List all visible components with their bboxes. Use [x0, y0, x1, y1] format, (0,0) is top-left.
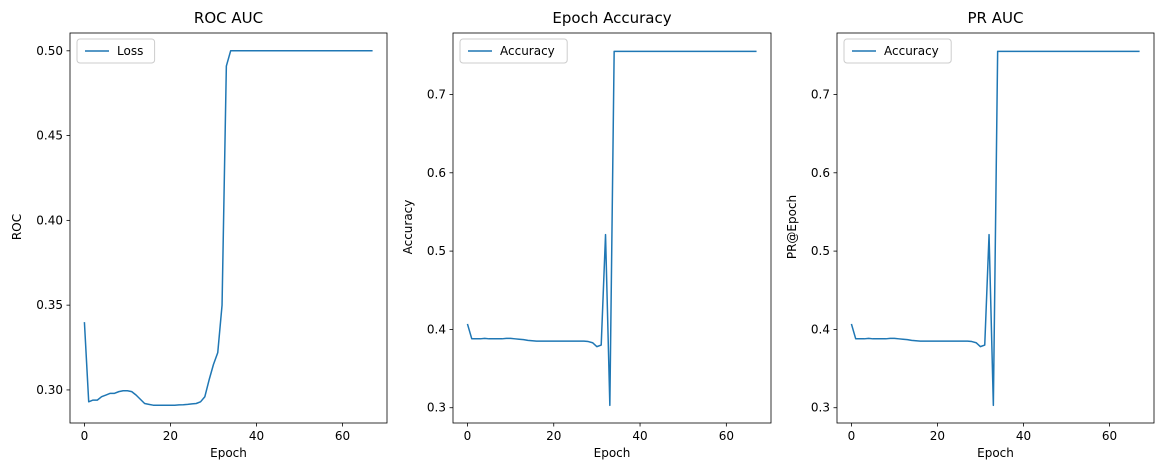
y-tick-label: 0.6 — [427, 166, 446, 180]
y-tick-label: 0.45 — [36, 129, 63, 143]
y-tick-label: 0.40 — [36, 213, 63, 227]
x-tick-label: 0 — [848, 429, 856, 443]
legend: Accuracy — [843, 38, 952, 64]
y-tick-label: 0.4 — [811, 322, 830, 336]
series-line — [850, 50, 1140, 407]
x-tick-label: 20 — [930, 429, 945, 443]
x-tick-label: 60 — [335, 429, 350, 443]
chart-panel-epoch-accuracy: Epoch Accuracy Epoch Accuracy — [401, 9, 672, 460]
legend-box — [76, 38, 156, 64]
legend-box — [843, 38, 952, 64]
legend: Accuracy — [459, 38, 568, 64]
y-tick-label: 0.6 — [811, 166, 830, 180]
x-tick-label: 60 — [719, 429, 734, 443]
x-tick-label: 60 — [1102, 429, 1117, 443]
y-tick-label: 0.3 — [427, 401, 446, 415]
x-tick-label: 0 — [464, 429, 472, 443]
x-tick-label: 0 — [81, 429, 89, 443]
y-tick-label: 0.4 — [427, 322, 446, 336]
legend-label: Loss — [117, 44, 143, 58]
legend-box — [459, 38, 568, 64]
plot-area: 0 20 40 60 0.30 0.35 0.40 0.45 0.50 Loss — [36, 32, 388, 443]
y-tick-label: 0.5 — [427, 244, 446, 258]
y-axis-label: ROC — [10, 214, 24, 240]
legend: Loss — [76, 38, 156, 64]
series-line — [466, 50, 757, 407]
x-tick-label: 20 — [163, 429, 178, 443]
plot-area: 0 20 40 60 0.3 0.4 0.5 0.6 0.7 Accuracy — [427, 32, 772, 443]
y-tick-label: 0.7 — [427, 87, 446, 101]
axes-frame — [836, 32, 1155, 424]
chart-title: PR AUC — [968, 9, 1024, 27]
x-tick-label: 40 — [632, 429, 647, 443]
axes-frame — [69, 32, 388, 424]
y-tick-label: 0.35 — [36, 298, 63, 312]
chart-title: ROC AUC — [194, 9, 263, 27]
x-tick-label: 20 — [546, 429, 561, 443]
chart-panel-pr-auc: PR AUC Epoch PR@Epoch — [785, 9, 1023, 460]
y-tick-label: 0.3 — [811, 401, 830, 415]
x-tick-label: 40 — [1016, 429, 1031, 443]
x-tick-label: 40 — [249, 429, 264, 443]
y-tick-label: 0.50 — [36, 44, 63, 58]
y-axis-label: Accuracy — [401, 200, 415, 255]
y-tick-label: 0.5 — [811, 244, 830, 258]
x-axis-label: Epoch — [594, 446, 631, 460]
y-tick-label: 0.7 — [811, 87, 830, 101]
x-axis-label: Epoch — [210, 446, 247, 460]
plot-area: 0 20 40 60 0.3 0.4 0.5 0.6 0.7 Accuracy — [811, 32, 1155, 443]
chart-panel-roc-auc: ROC AUC Epoch ROC — [10, 9, 263, 460]
y-tick-label: 0.30 — [36, 383, 63, 397]
chart-title: Epoch Accuracy — [552, 9, 671, 27]
y-axis-label: PR@Epoch — [785, 195, 799, 259]
legend-label: Accuracy — [500, 44, 555, 58]
x-axis-label: Epoch — [977, 446, 1014, 460]
axes-frame — [452, 32, 772, 424]
legend-label: Accuracy — [884, 44, 939, 58]
series-line — [83, 50, 373, 406]
